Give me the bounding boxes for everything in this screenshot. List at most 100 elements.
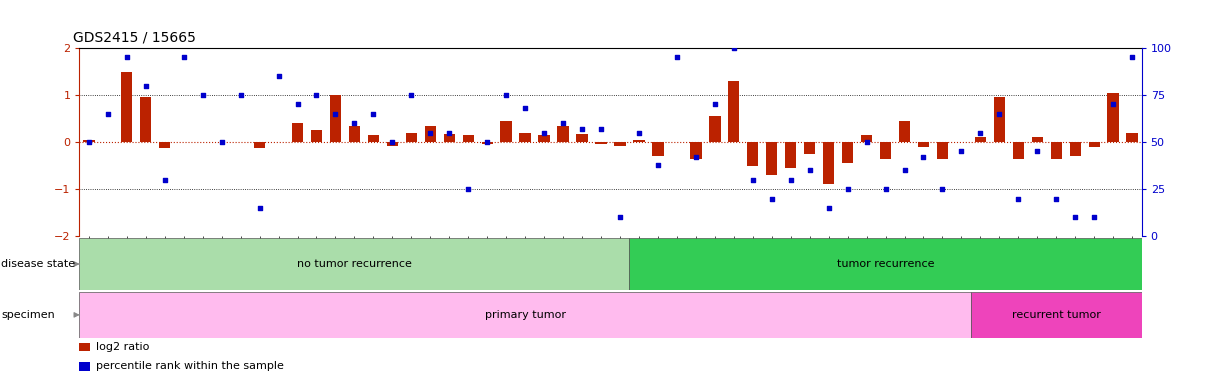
Point [629, 129, 648, 136]
Text: primary tumor: primary tumor [485, 310, 565, 320]
Point [762, 195, 781, 202]
Bar [918, 142, 929, 147]
Bar [803, 142, 816, 154]
Point [402, 92, 421, 98]
Point [440, 129, 459, 136]
Bar [311, 130, 322, 142]
Point [913, 154, 933, 160]
Text: disease state: disease state [1, 259, 76, 269]
Point [231, 92, 250, 98]
Bar [614, 142, 625, 146]
Bar [652, 142, 664, 156]
Point [553, 120, 573, 126]
Point [838, 186, 857, 192]
Point [250, 205, 270, 211]
Bar [1012, 142, 1024, 159]
Point [364, 111, 383, 117]
Bar [387, 142, 398, 146]
Bar [974, 137, 987, 142]
Text: percentile rank within the sample: percentile rank within the sample [96, 361, 284, 371]
Bar [463, 135, 474, 142]
Bar [349, 126, 360, 142]
Point [477, 139, 497, 145]
Point [1122, 55, 1142, 61]
Point [875, 186, 895, 192]
Point [98, 111, 117, 117]
Bar [519, 133, 531, 142]
Point [933, 186, 952, 192]
Text: GDS2415 / 15665: GDS2415 / 15665 [73, 30, 197, 44]
Point [648, 162, 668, 168]
Point [117, 55, 137, 61]
Text: tumor recurrence: tumor recurrence [836, 259, 934, 269]
Bar [785, 142, 796, 168]
Point [173, 55, 193, 61]
Bar [501, 121, 512, 142]
Bar [630, 238, 1142, 290]
Point [79, 139, 99, 145]
Bar [1089, 142, 1100, 147]
Bar [709, 116, 720, 142]
Point [212, 139, 232, 145]
Point [591, 126, 610, 132]
Point [800, 167, 819, 174]
Bar [994, 98, 1005, 142]
Point [724, 45, 744, 51]
Bar [1032, 137, 1043, 142]
Bar [690, 142, 702, 159]
Point [610, 214, 630, 220]
Bar [576, 134, 587, 142]
Bar [1070, 142, 1081, 156]
Point [819, 205, 839, 211]
Point [326, 111, 346, 117]
Point [458, 186, 477, 192]
Point [781, 177, 801, 183]
Bar [292, 123, 303, 142]
Point [535, 129, 554, 136]
Bar [1127, 133, 1138, 142]
Point [136, 83, 155, 89]
Point [497, 92, 516, 98]
Point [857, 139, 877, 145]
Text: log2 ratio: log2 ratio [96, 342, 150, 352]
Bar [766, 142, 778, 175]
Bar [140, 98, 151, 142]
Bar [254, 142, 265, 148]
Bar [1050, 142, 1062, 159]
Bar [443, 134, 455, 142]
Bar [368, 135, 379, 142]
Bar [405, 133, 418, 142]
Point [382, 139, 402, 145]
Bar [425, 126, 436, 142]
Bar [899, 121, 910, 142]
Bar [880, 142, 891, 159]
Text: no tumor recurrence: no tumor recurrence [297, 259, 411, 269]
Point [1009, 195, 1028, 202]
Point [288, 101, 308, 108]
Point [744, 177, 763, 183]
Point [193, 92, 212, 98]
Bar [557, 126, 569, 142]
Point [155, 177, 175, 183]
Bar [823, 142, 834, 184]
Point [344, 120, 364, 126]
Text: recurrent tumor: recurrent tumor [1012, 310, 1100, 320]
Point [667, 55, 686, 61]
Bar [330, 95, 341, 142]
Bar [79, 238, 630, 290]
Bar [481, 142, 493, 144]
Point [420, 129, 440, 136]
Point [686, 154, 706, 160]
Point [1046, 195, 1066, 202]
Bar [842, 142, 853, 163]
Point [1028, 148, 1048, 154]
Point [573, 126, 592, 132]
Bar [1107, 93, 1118, 142]
Point [971, 129, 990, 136]
Point [989, 111, 1009, 117]
Bar [634, 140, 645, 142]
Bar [159, 142, 171, 148]
Bar [937, 142, 949, 159]
Point [705, 101, 724, 108]
Point [306, 92, 326, 98]
